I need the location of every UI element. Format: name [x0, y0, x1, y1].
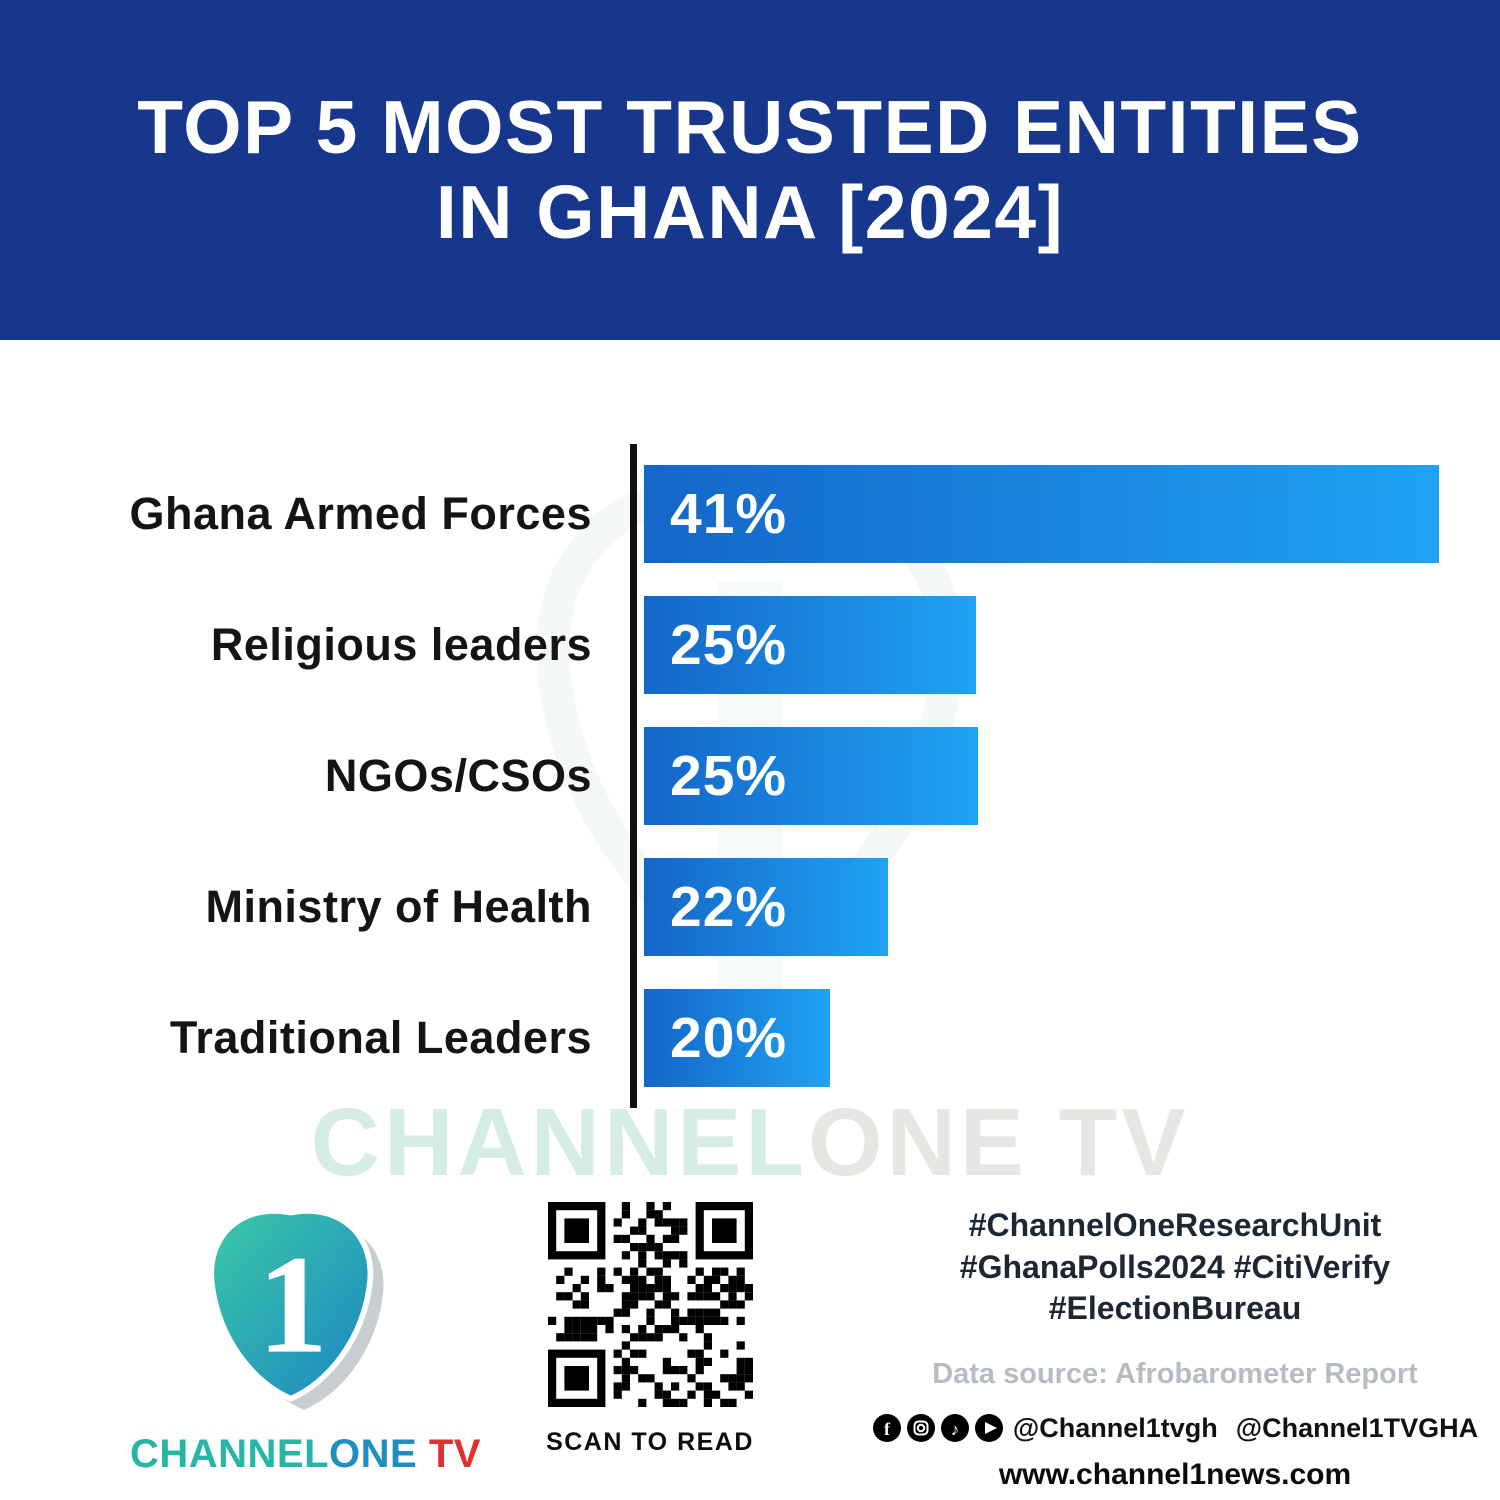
brand-watermark: CHANNELONE TV: [0, 1088, 1500, 1198]
bar-value-label: 25%: [670, 612, 788, 677]
bar: 25%: [644, 726, 978, 825]
chart-row: Religious leaders 25%: [0, 579, 1500, 710]
hashtags: #ChannelOneResearchUnit #GhanaPolls2024 …: [880, 1205, 1470, 1330]
channel-one-logo: 1 CHANNELONE TV: [130, 1190, 480, 1477]
title-line-2: IN GHANA [2024]: [435, 170, 1065, 254]
title-line-1: TOP 5 MOST TRUSTED ENTITIES: [137, 85, 1363, 170]
bar-track: 22%: [630, 857, 1500, 956]
bar-label: Religious leaders: [210, 618, 592, 670]
instagram-icon: [906, 1414, 935, 1443]
channel-one-logo-icon: 1: [207, 1208, 384, 1410]
bar: 25%: [644, 595, 976, 694]
qr-code: [547, 1202, 753, 1407]
bar-value-label: 20%: [670, 1005, 788, 1070]
tiktok-icon: ♪: [940, 1414, 969, 1443]
brand-watermark-part1: CHANNEL: [310, 1089, 808, 1196]
bar-value-label: 22%: [670, 874, 788, 939]
bar: 22%: [644, 857, 888, 956]
qr-caption: SCAN TO READ: [546, 1428, 754, 1456]
bar-value-label: 25%: [670, 743, 788, 808]
bar-label: NGOs/CSOs: [324, 749, 592, 801]
chart-row: Traditional Leaders 20%: [0, 972, 1500, 1103]
bar-chart: Ghana Armed Forces 41% Religious leaders 25…: [0, 444, 1500, 1120]
data-source: Data source: Afrobarometer Report: [932, 1357, 1418, 1390]
brand-wordmark: CHANNELONE TV: [130, 1432, 480, 1477]
hashtag-line: #ChannelOneResearchUnit: [968, 1207, 1382, 1243]
bar-label: Ghana Armed Forces: [129, 487, 592, 539]
bar-track: 25%: [630, 595, 1500, 694]
youtube-icon: [974, 1414, 1003, 1443]
bar-track: 25%: [630, 726, 1500, 825]
brand-tv: TV: [417, 1432, 481, 1476]
brand-watermark-part2: ONE TV: [807, 1089, 1190, 1196]
page-title: TOP 5 MOST TRUSTED ENTITIES IN GHANA [20…: [137, 85, 1362, 255]
social-row: f ♪ @Channel1tvgh X: [872, 1412, 1478, 1444]
bar-track: 20%: [630, 988, 1500, 1087]
hashtag-line: #ElectionBureau: [1048, 1290, 1302, 1327]
bar-value-label: 41%: [670, 481, 788, 546]
header-banner: TOP 5 MOST TRUSTED ENTITIES IN GHANA [20…: [0, 0, 1500, 340]
qr-block: SCAN TO READ: [540, 1202, 760, 1457]
chart-row: Ministry of Health 22%: [0, 841, 1500, 972]
chart-rows: Ghana Armed Forces 41% Religious leaders 25…: [0, 448, 1500, 1103]
bar-label: Traditional Leaders: [169, 1011, 592, 1063]
y-axis-line: [630, 444, 637, 1108]
svg-text:1: 1: [257, 1227, 328, 1383]
social-icons: f ♪: [872, 1413, 1004, 1443]
chart-row: Ghana Armed Forces 41%: [0, 448, 1500, 579]
bar-track: 41%: [630, 464, 1500, 563]
social-handle-1: @Channel1tvgh: [1012, 1412, 1218, 1443]
bar-label: Ministry of Health: [205, 880, 592, 932]
bar: 41%: [644, 464, 1439, 563]
hashtag-line: #GhanaPolls2024 #CitiVerify: [959, 1248, 1391, 1285]
facebook-icon: f: [872, 1414, 901, 1443]
brand-channel: CHANNEL: [130, 1432, 330, 1476]
brand-one: ONE: [329, 1432, 418, 1476]
svg-text:♪: ♪: [951, 1420, 960, 1439]
social-handle-2: @Channel1TVGHA: [1235, 1412, 1479, 1443]
website-url: www.channel1news.com: [998, 1457, 1352, 1491]
svg-text:f: f: [884, 1419, 891, 1439]
bar: 20%: [644, 988, 830, 1087]
footer-info: #ChannelOneResearchUnit #GhanaPolls2024 …: [872, 1205, 1478, 1492]
chart-row: NGOs/CSOs 25%: [0, 710, 1500, 841]
